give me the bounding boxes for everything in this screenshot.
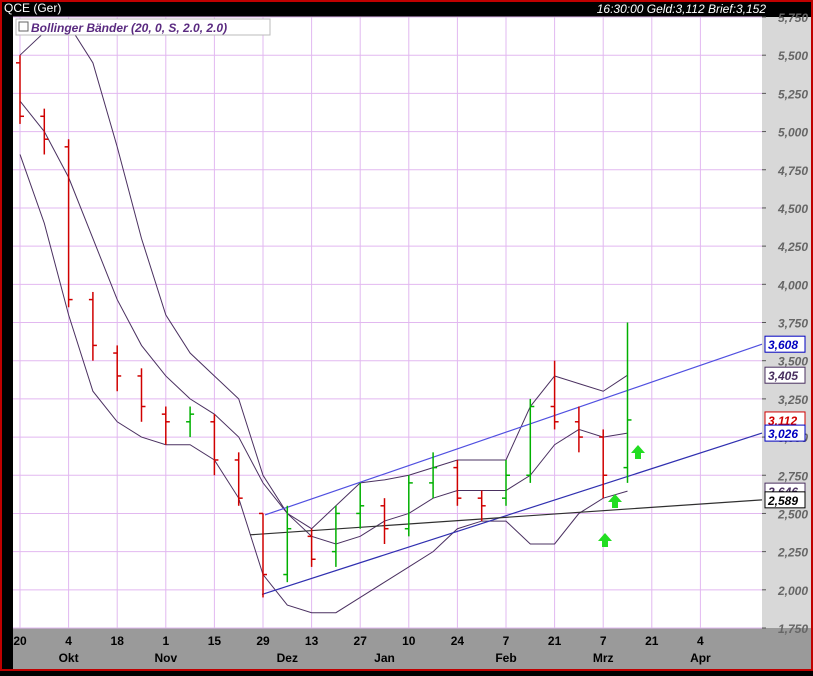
trend-line — [264, 343, 763, 516]
bollinger-upper — [19, 24, 628, 530]
month-label: Apr — [690, 651, 711, 665]
y-tick-label: 4,250 — [777, 240, 808, 254]
x-tick-label: 4 — [697, 634, 704, 648]
month-label: Jan — [374, 651, 395, 665]
y-tick-label: 2,250 — [777, 546, 808, 560]
x-tick-label: 24 — [451, 634, 465, 648]
bollinger-middle — [19, 100, 628, 545]
price-label-box — [764, 366, 806, 384]
plot: 1,7502,0002,2502,5002,7503,0003,2503,500… — [13, 11, 808, 665]
x-tick-label: 1 — [162, 634, 169, 648]
y-axis-area — [762, 17, 811, 628]
price-label-box — [764, 491, 806, 509]
x-tick-label: 20 — [13, 634, 27, 648]
y-tick-label: 4,500 — [777, 202, 808, 216]
x-tick-label: 4 — [65, 634, 72, 648]
legend-box — [15, 18, 271, 36]
y-tick-label: 3,250 — [778, 393, 808, 407]
price-label-box — [764, 424, 806, 442]
quote: 16:30:00 Geld:3,112 Brief:3,152 — [597, 2, 767, 16]
x-tick-label: 21 — [548, 634, 562, 648]
x-axis-area — [13, 628, 811, 669]
arrow-icon — [598, 533, 612, 547]
x-tick-label: 7 — [503, 634, 510, 648]
y-tick-label: 4,750 — [777, 164, 808, 178]
symbol: QCE (Ger) — [4, 1, 61, 15]
month-label: Nov — [154, 651, 177, 665]
month-label: Mrz — [593, 651, 614, 665]
x-tick-label: 10 — [402, 634, 416, 648]
x-tick-label: 29 — [256, 634, 270, 648]
y-tick-label: 5,000 — [778, 126, 808, 140]
x-tick-label: 18 — [111, 634, 125, 648]
y-tick-label: 5,750 — [778, 11, 808, 25]
price-label: 2,589 — [767, 494, 798, 508]
y-tick-label: 5,500 — [778, 49, 808, 63]
y-tick-label: 2,000 — [777, 584, 808, 598]
legend-checkbox[interactable] — [18, 21, 29, 32]
price-label-box — [764, 335, 806, 353]
price-label: 3,112 — [768, 414, 797, 428]
bollinger-lower — [19, 154, 628, 614]
month-label: Feb — [495, 651, 516, 665]
legend-text: Bollinger Bänder (20, 0, S, 2.0, 2.0) — [31, 21, 227, 35]
x-tick-label: 15 — [208, 634, 222, 648]
price-label: 3,405 — [768, 369, 798, 383]
arrow-icon — [608, 494, 622, 508]
x-tick-label: 13 — [305, 634, 319, 648]
y-tick-label: 2,750 — [777, 469, 808, 483]
trend-line — [261, 432, 763, 595]
green-arrows — [598, 445, 645, 547]
month-label: Dez — [277, 651, 298, 665]
y-tick-label: 1,750 — [778, 622, 808, 636]
y-tick-label: 3,750 — [778, 317, 808, 331]
x-tick-label: 27 — [354, 634, 368, 648]
month-label: Okt — [59, 651, 79, 665]
y-tick-label: 4,000 — [777, 278, 808, 292]
y-tick-label: 2,500 — [777, 507, 808, 521]
price-label: 3,608 — [768, 338, 798, 352]
x-tick-label: 21 — [645, 634, 659, 648]
x-tick-label: 7 — [600, 634, 607, 648]
price-label: 3,026 — [768, 427, 798, 441]
arrow-icon — [631, 445, 645, 459]
y-tick-label: 3,500 — [778, 355, 808, 369]
y-tick-label: 5,250 — [778, 87, 808, 101]
